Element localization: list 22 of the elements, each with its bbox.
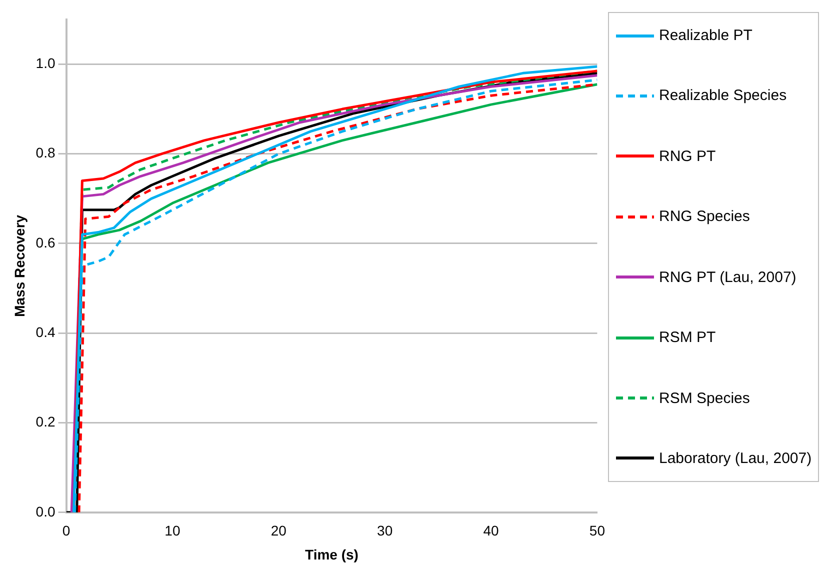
legend-label: RNG Species [659, 208, 750, 226]
legend-label: Laboratory (Lau, 2007) [659, 450, 812, 467]
y-axis-title: Mass Recovery [11, 214, 28, 317]
y-tick-label: 0.6 [36, 234, 56, 250]
legend-label: Realizable Species [659, 87, 787, 104]
legend-label: RSM PT [659, 329, 716, 346]
x-tick-label: 50 [589, 522, 606, 539]
y-tick-label: 0.0 [36, 503, 56, 520]
legend-label: RNG PT [659, 148, 716, 165]
y-tick-label: 0.4 [36, 324, 56, 340]
y-tick-label: 1.0 [36, 55, 56, 72]
legend-label: Realizable PT [659, 27, 752, 44]
x-tick-label: 40 [483, 522, 500, 539]
x-tick-label: 10 [164, 522, 180, 539]
x-tick-label: 0 [62, 522, 70, 539]
y-tick-label: 0.2 [36, 414, 56, 430]
y-tick-label: 0.8 [36, 144, 56, 161]
legend-label: RSM Species [659, 390, 750, 407]
x-tick-label: 20 [270, 522, 287, 539]
x-tick-label: 30 [377, 522, 393, 539]
legend-label: RNG PT (Lau, 2007) [659, 268, 796, 286]
x-axis-title: Time (s) [305, 546, 358, 562]
